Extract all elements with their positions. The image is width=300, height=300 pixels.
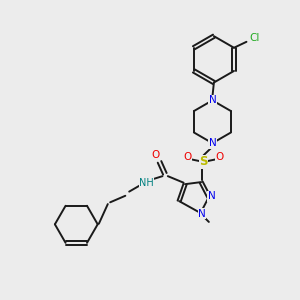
Text: NH: NH xyxy=(139,178,154,188)
Text: O: O xyxy=(216,152,224,162)
Text: O: O xyxy=(183,152,191,162)
Text: S: S xyxy=(199,155,208,168)
Text: N: N xyxy=(208,138,216,148)
Text: N: N xyxy=(198,208,206,219)
Text: N: N xyxy=(208,191,216,201)
Text: Cl: Cl xyxy=(249,33,260,43)
Text: O: O xyxy=(151,150,159,160)
Text: N: N xyxy=(208,95,216,105)
